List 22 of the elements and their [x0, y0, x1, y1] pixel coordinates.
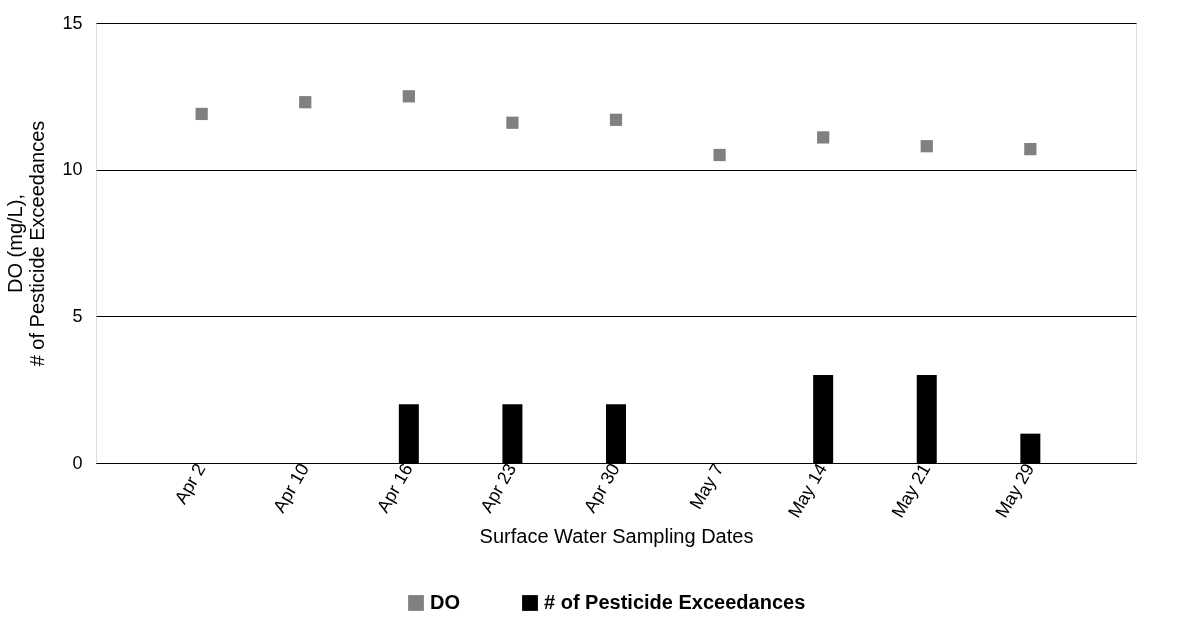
point	[402, 90, 415, 103]
y-tick-label: 5	[72, 305, 83, 326]
y-tick-label: 0	[72, 452, 83, 473]
x-axis-title: Surface Water Sampling Dates	[479, 525, 754, 548]
point	[713, 148, 726, 162]
point	[1024, 143, 1037, 156]
x-tick-label: Apr 23	[476, 460, 521, 516]
x-tick-label: Apr 2	[170, 460, 210, 508]
point	[817, 131, 830, 144]
x-tick-label: Apr 10	[269, 460, 314, 516]
point	[195, 107, 208, 121]
x-tick-label: Apr 16	[372, 460, 417, 516]
x-tick-label: Apr 30	[579, 460, 624, 516]
y-axis-title: DO (mg/L), # of Pesticide Exceedances	[4, 120, 49, 367]
point	[609, 113, 623, 126]
legend-label: # of Pesticide Exceedances	[544, 591, 806, 613]
y-tick-label: 15	[62, 12, 83, 33]
legend-label: DO	[430, 591, 460, 613]
point	[920, 140, 933, 153]
point	[506, 116, 519, 129]
y-tick-label: 10	[62, 159, 83, 180]
point	[299, 96, 312, 109]
